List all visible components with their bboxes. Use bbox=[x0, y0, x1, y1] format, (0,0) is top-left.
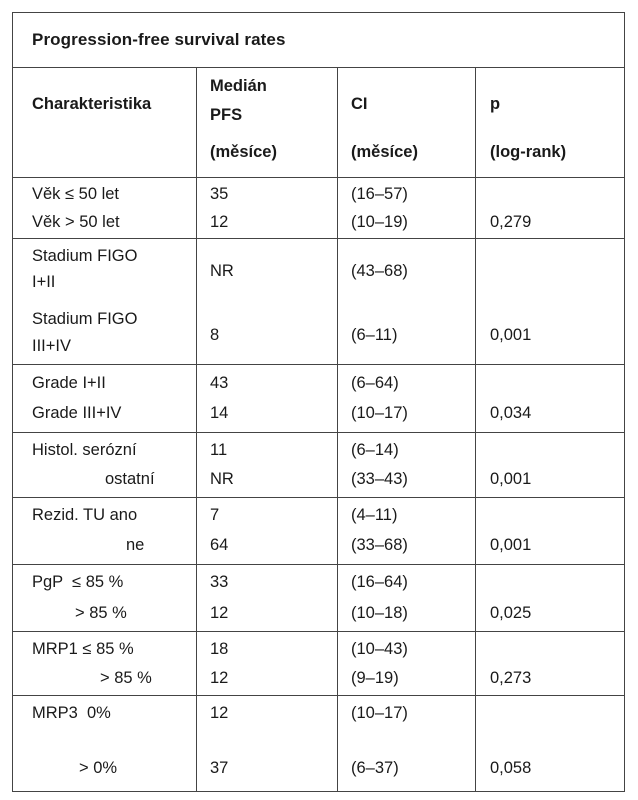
group-residual-tumor: Rezid. TU ano 7 (4–11) ne 64 (33–68) 0,0… bbox=[13, 498, 624, 565]
header-ci-units: (měsíce) bbox=[351, 143, 418, 161]
row-median: 12 bbox=[210, 704, 229, 722]
row-median: 12 bbox=[210, 604, 229, 622]
row-ci: (16–64) bbox=[351, 573, 408, 591]
row-median: 37 bbox=[210, 759, 229, 777]
group-grade: Grade I+II 43 (6–64) Grade III+IV 14 (10… bbox=[13, 365, 624, 433]
row-median: 8 bbox=[210, 326, 220, 344]
column-divider bbox=[337, 68, 338, 791]
table-title-row: Progression-free survival rates bbox=[13, 13, 624, 68]
row-median: 11 bbox=[210, 441, 228, 459]
group-histology: Histol. serózní 11 (6–14) ostatní NR (33… bbox=[13, 433, 624, 498]
row-label: ne bbox=[126, 536, 145, 554]
row-median: 35 bbox=[210, 185, 229, 203]
row-ci: (9–19) bbox=[351, 669, 399, 687]
header-p-test: (log-rank) bbox=[490, 143, 567, 161]
column-divider bbox=[196, 68, 197, 791]
row-median: 12 bbox=[210, 213, 229, 231]
row-label: Věk > 50 let bbox=[32, 213, 120, 231]
row-ci: (6–14) bbox=[351, 441, 399, 459]
row-ci: (43–68) bbox=[351, 262, 408, 280]
row-label: MRP1 ≤ 85 % bbox=[32, 640, 134, 658]
row-p: 0,279 bbox=[490, 213, 532, 231]
row-median: NR bbox=[210, 470, 234, 488]
row-label-cont: I+II bbox=[32, 273, 56, 291]
row-p: 0,001 bbox=[490, 326, 532, 344]
header-median-line1: Medián bbox=[210, 77, 267, 95]
table-header-row: Charakteristika Medián PFS (měsíce) CI (… bbox=[13, 68, 624, 178]
row-label: > 0% bbox=[79, 759, 118, 777]
row-label: MRP3 0% bbox=[32, 704, 111, 722]
header-median-line3: (měsíce) bbox=[210, 143, 277, 161]
group-pgp: PgP ≤ 85 % 33 (16–64) > 85 % 12 (10–18) … bbox=[13, 565, 624, 632]
row-label: Histol. serózní bbox=[32, 441, 137, 459]
row-label: PgP ≤ 85 % bbox=[32, 573, 124, 591]
row-ci: (4–11) bbox=[351, 506, 398, 524]
row-label: Věk ≤ 50 let bbox=[32, 185, 120, 203]
header-p: p bbox=[490, 95, 501, 113]
header-median-line2: PFS bbox=[210, 106, 243, 124]
row-label: Grade III+IV bbox=[32, 404, 122, 422]
group-age: Věk ≤ 50 let 35 (16–57) Věk > 50 let 12 … bbox=[13, 178, 624, 239]
row-median: 64 bbox=[210, 536, 229, 554]
group-mrp3: MRP3 0% 12 (10–17) > 0% 37 (6–37) 0,058 bbox=[13, 696, 624, 791]
row-ci: (6–37) bbox=[351, 759, 399, 777]
row-median: 14 bbox=[210, 404, 229, 422]
row-ci: (10–18) bbox=[351, 604, 408, 622]
row-p: 0,273 bbox=[490, 669, 532, 687]
row-ci: (10–17) bbox=[351, 704, 408, 722]
row-median: 12 bbox=[210, 669, 229, 687]
row-ci: (33–43) bbox=[351, 470, 408, 488]
row-label: ostatní bbox=[105, 470, 155, 488]
row-median: NR bbox=[210, 262, 234, 280]
column-divider bbox=[475, 68, 476, 791]
row-median: 33 bbox=[210, 573, 229, 591]
row-ci: (10–43) bbox=[351, 640, 408, 658]
row-label: > 85 % bbox=[100, 669, 152, 687]
row-ci: (33–68) bbox=[351, 536, 408, 554]
row-ci: (6–11) bbox=[351, 326, 398, 344]
row-label: Rezid. TU ano bbox=[32, 506, 138, 524]
row-p: 0,025 bbox=[490, 604, 532, 622]
row-label: Stadium FIGO bbox=[32, 247, 138, 265]
row-p: 0,058 bbox=[490, 759, 532, 777]
header-ci: CI bbox=[351, 95, 368, 113]
group-figo: Stadium FIGO I+II NR (43–68) Stadium FIG… bbox=[13, 239, 624, 365]
row-label: Grade I+II bbox=[32, 374, 106, 392]
table-title: Progression-free survival rates bbox=[32, 30, 286, 49]
row-ci: (6–64) bbox=[351, 374, 399, 392]
header-charakteristika: Charakteristika bbox=[32, 95, 152, 113]
row-label: > 85 % bbox=[75, 604, 127, 622]
row-p: 0,001 bbox=[490, 470, 532, 488]
row-median: 18 bbox=[210, 640, 229, 658]
row-p: 0,034 bbox=[490, 404, 532, 422]
row-ci: (16–57) bbox=[351, 185, 408, 203]
row-ci: (10–19) bbox=[351, 213, 408, 231]
row-ci: (10–17) bbox=[351, 404, 408, 422]
group-mrp1: MRP1 ≤ 85 % 18 (10–43) > 85 % 12 (9–19) … bbox=[13, 632, 624, 696]
row-label: Stadium FIGO bbox=[32, 310, 138, 328]
row-median: 43 bbox=[210, 374, 229, 392]
table-frame: Progression-free survival rates Charakte… bbox=[12, 12, 625, 792]
row-label-cont: III+IV bbox=[32, 337, 71, 355]
row-p: 0,001 bbox=[490, 536, 532, 554]
row-median: 7 bbox=[210, 506, 220, 524]
